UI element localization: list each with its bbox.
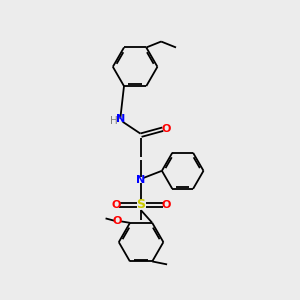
Text: N: N	[116, 114, 125, 124]
Text: O: O	[111, 200, 121, 210]
Text: S: S	[136, 199, 146, 212]
Text: O: O	[162, 124, 171, 134]
Text: O: O	[162, 200, 171, 210]
Text: H: H	[110, 116, 118, 126]
Text: N: N	[136, 175, 146, 185]
Text: O: O	[113, 216, 122, 226]
